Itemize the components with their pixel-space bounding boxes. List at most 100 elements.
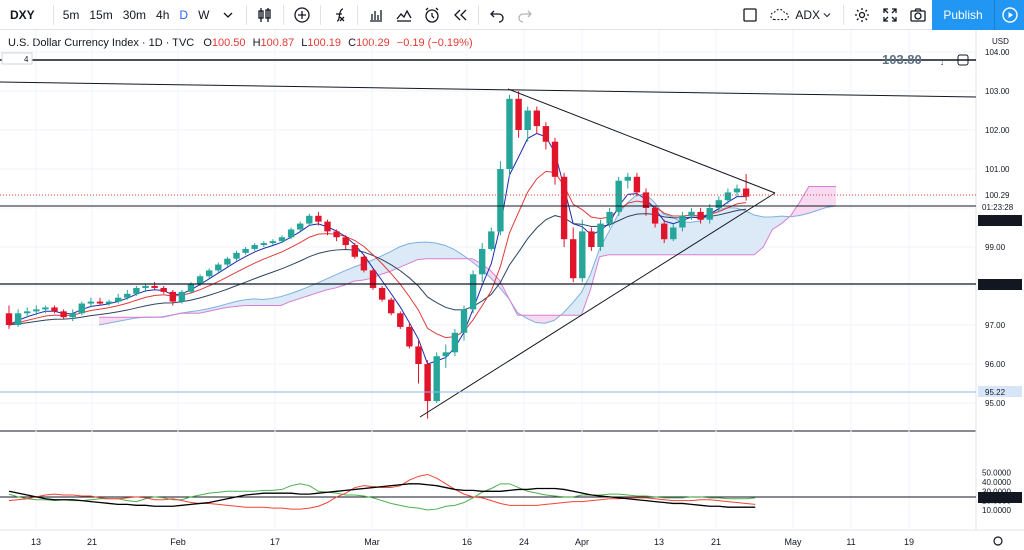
- interval-d[interactable]: D: [179, 7, 189, 22]
- candle-body: [460, 309, 468, 333]
- candle-body: [497, 169, 504, 232]
- candle-body: [78, 303, 85, 314]
- high-label: H: [252, 37, 261, 49]
- candle-body: [224, 258, 231, 265]
- adx-20-label: 20.0000: [982, 494, 1011, 503]
- candle-body: [651, 208, 659, 224]
- compare-button[interactable]: [288, 0, 316, 30]
- pane-collapse-button[interactable]: [1, 52, 33, 65]
- candle-body: [14, 313, 22, 325]
- mid-ma-line: [8, 170, 747, 339]
- adx-tick-label: 10.0000: [982, 506, 1011, 515]
- candle-body: [697, 211, 704, 220]
- time-tick-label: 21: [87, 537, 97, 547]
- candle-body: [33, 309, 40, 312]
- fullscreen-button[interactable]: [876, 0, 904, 30]
- play-button[interactable]: [994, 0, 1024, 30]
- high-value: 100.87: [260, 37, 295, 49]
- candle-body: [233, 252, 240, 259]
- price-labels: 103.80 100.29 01:23:28 100.00 98.00 95.2…: [882, 52, 1022, 397]
- price-tick-label: 104.00: [985, 48, 1010, 57]
- financials-button[interactable]: [362, 0, 390, 30]
- price-tick-label: 99.00: [985, 243, 1006, 252]
- candle-body: [515, 98, 522, 130]
- alert-button[interactable]: [418, 0, 446, 30]
- expand-icon: [883, 8, 897, 22]
- resistance-trendline[interactable]: [0, 81, 977, 98]
- cloud-icon: [770, 8, 790, 21]
- candle-body: [269, 241, 277, 244]
- low-value: 100.19: [307, 37, 342, 49]
- redo-button[interactable]: [511, 0, 539, 30]
- toolbar-divider: [246, 4, 248, 25]
- right-toolbar: ADX: [736, 0, 932, 30]
- candle-body: [351, 245, 358, 257]
- pane-count: 4: [24, 55, 29, 64]
- candle-body: [742, 188, 750, 197]
- candle-body: [469, 274, 477, 310]
- settings-button[interactable]: [848, 0, 876, 30]
- candle-body: [333, 231, 340, 238]
- candle-body: [242, 248, 249, 253]
- candle-body: [560, 176, 568, 240]
- interval-15m[interactable]: 15m: [89, 7, 113, 22]
- series-title[interactable]: U.S. Dollar Currency Index · 1D · TVC: [8, 37, 195, 49]
- candle-body: [178, 291, 186, 302]
- fullscreen-toggle[interactable]: [736, 0, 764, 30]
- adx-tick-label: 40.0000: [982, 478, 1011, 487]
- snapshot-button[interactable]: [904, 0, 932, 30]
- triangle-lower-line[interactable]: [419, 192, 776, 418]
- candle-body: [442, 352, 449, 357]
- chart-type-button[interactable]: [251, 0, 279, 30]
- interval-30m[interactable]: 30m: [122, 7, 147, 22]
- candle-body: [187, 284, 195, 292]
- move-down-icon[interactable]: ↓: [940, 58, 944, 67]
- maximize-pane-button[interactable]: [957, 54, 969, 66]
- plus-di-line: [8, 483, 756, 511]
- cloud-bear-area: [472, 258, 518, 316]
- price-tick-label: 96.00: [985, 360, 1006, 369]
- candle-body: [661, 223, 668, 240]
- candle-body: [679, 215, 686, 228]
- chart-settings-button[interactable]: [993, 536, 1003, 546]
- chart-canvas[interactable]: 4 ↓ USD 104.00 103.00 102.00 101.00 100.00 99…: [0, 30, 1024, 550]
- interval-5m[interactable]: 5m: [62, 7, 80, 22]
- symbol-search[interactable]: DXY: [10, 7, 35, 22]
- close-label: C: [348, 37, 357, 49]
- toolbar-divider: [320, 4, 322, 25]
- close-value: 100.29: [356, 37, 390, 49]
- candle-body: [633, 176, 641, 193]
- time-tick-label: 11: [846, 537, 855, 547]
- play-icon: [1001, 7, 1018, 23]
- replay-button[interactable]: [446, 0, 474, 30]
- candle-body: [624, 176, 631, 181]
- low-label: L: [301, 37, 308, 49]
- adx-20-badge: [978, 492, 1022, 503]
- publish-button[interactable]: Publish: [932, 0, 994, 30]
- time-tick-label: 21: [711, 537, 721, 547]
- time-axis[interactable]: 13 21 Feb 17 Mar 16 24 Apr 13 21 May 11 19: [31, 537, 914, 547]
- gear-icon: [993, 536, 1003, 546]
- candle-body: [278, 237, 286, 242]
- intervals-dropdown[interactable]: [214, 0, 242, 30]
- candle-body: [579, 231, 586, 279]
- interval-4h[interactable]: 4h: [156, 7, 170, 22]
- moving-averages: [8, 132, 747, 365]
- countdown-badge: [978, 201, 1022, 212]
- candle-body: [415, 346, 422, 364]
- indicators-button[interactable]: [325, 0, 353, 30]
- undo-button[interactable]: [483, 0, 511, 30]
- candle-body: [706, 208, 713, 220]
- candle-body: [488, 231, 495, 249]
- templates-button[interactable]: [390, 0, 418, 30]
- toolbar-divider: [52, 4, 54, 25]
- triangle-upper-line[interactable]: [507, 88, 776, 194]
- interval-w[interactable]: W: [198, 7, 210, 22]
- fx-icon: [336, 7, 345, 22]
- redo-icon: [518, 10, 533, 23]
- time-tick-label: 16: [462, 537, 472, 547]
- price-tick-label: 101.00: [985, 165, 1010, 174]
- trend-drawings: [0, 59, 977, 498]
- layout-compare[interactable]: ADX: [764, 0, 839, 30]
